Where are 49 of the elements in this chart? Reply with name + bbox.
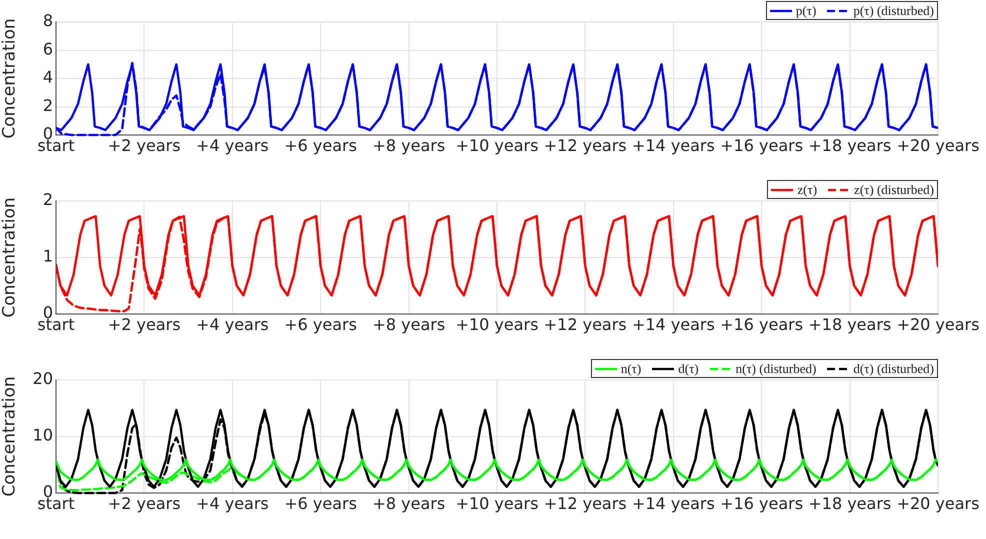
x-tick-label: +10 years [456,136,538,155]
x-tick-label: +6 years [284,136,357,155]
x-tick-label: +14 years [632,494,715,513]
legend-label: n(τ) [620,361,642,376]
x-tick-label: +2 years [108,314,181,334]
y-tick-label: 4 [42,68,53,87]
legend-label: d(τ) [678,361,699,376]
x-tick-label: +16 years [720,494,804,513]
x-tick-label: +16 years [720,314,804,334]
legend-label: z(τ) [797,182,818,197]
y-tick-label: 10 [32,426,53,445]
x-tick-label: +12 years [544,494,627,513]
x-tick-label: +12 years [544,136,627,155]
legend-label: z(τ) (disturbed) [854,182,934,197]
x-tick-label: +6 years [284,494,357,513]
x-tick-label: +20 years [896,136,980,155]
x-tick-label: +16 years [720,136,804,155]
x-tick-label: +10 years [456,494,538,513]
y-tick-label: 20 [32,369,53,388]
x-tick-label: +8 years [372,136,446,155]
x-tick-label: +2 years [108,136,181,155]
x-tick-label: +12 years [544,314,627,334]
legend-label: p(τ) [796,3,816,18]
legend-label: p(τ) (disturbed) [853,3,934,18]
x-tick-label: +18 years [808,314,892,334]
x-tick-label: +4 years [196,494,269,513]
y-tick-label: 2 [42,96,53,115]
x-tick-label: +8 years [372,314,446,334]
legend-label: d(τ) (disturbed) [853,361,934,376]
x-tick-label: +4 years [196,136,269,155]
x-tick-label: +6 years [284,314,357,334]
x-tick-label: +2 years [108,494,181,513]
x-tick-label: +20 years [896,314,980,334]
y-tick-label: 6 [42,39,53,58]
x-tick-label: +8 years [372,494,446,513]
x-tick-label: +18 years [808,494,892,513]
legend-label: n(τ) (disturbed) [736,361,816,376]
x-tick-label: +20 years [896,494,980,513]
y-tick-label: 8 [42,11,53,30]
y-axis-title: Concentration [0,18,20,139]
y-tick-label: 1 [42,246,53,266]
x-tick-label: +18 years [808,136,892,155]
x-tick-label: +14 years [632,136,715,155]
y-axis-title: Concentration [0,197,20,318]
y-axis-title: Concentration [0,376,20,497]
x-tick-label: +14 years [632,314,715,334]
x-tick-label: +4 years [196,314,269,334]
y-tick-label: 2 [42,190,53,210]
x-tick-label: +10 years [456,314,538,334]
